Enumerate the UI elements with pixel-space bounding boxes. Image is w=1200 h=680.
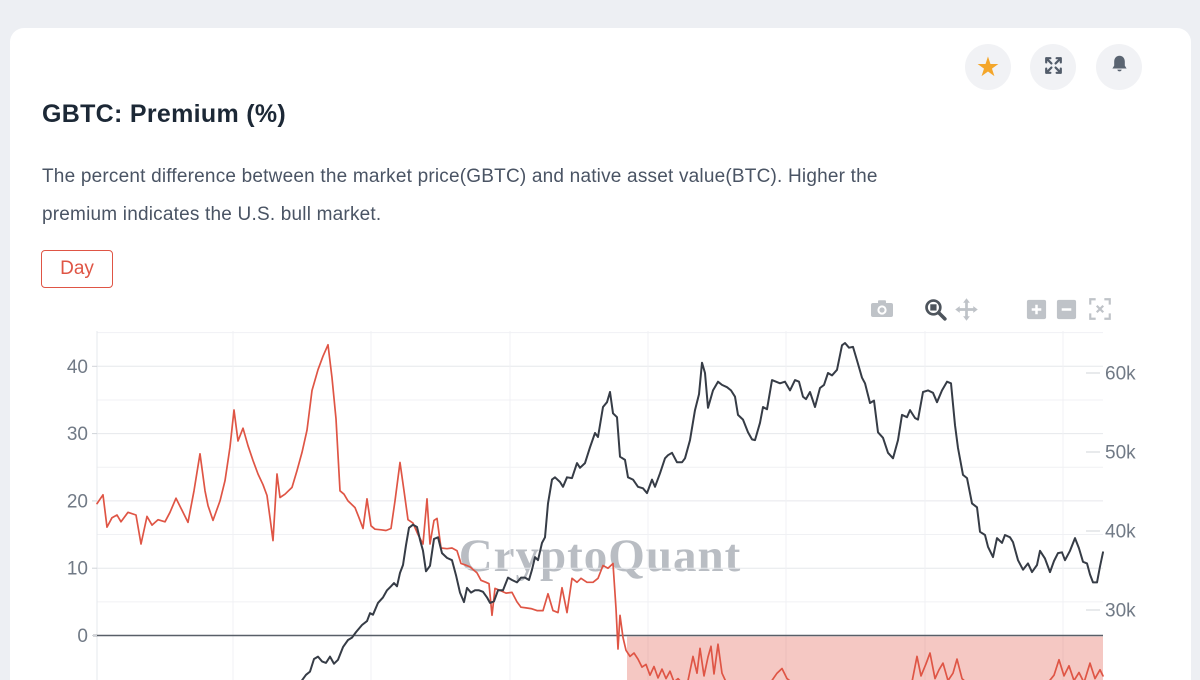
autoscale-icon: [1087, 296, 1113, 322]
expand-icon: [1041, 53, 1066, 81]
zoom-in-icon: [1025, 298, 1051, 321]
chart-description: The percent difference between the marke…: [42, 158, 878, 234]
notifications-button[interactable]: [1096, 44, 1142, 90]
right-axis-tick-label: 40k: [1105, 522, 1136, 543]
zoom-out-icon: [1055, 298, 1081, 321]
right-axis-tick-label: 60k: [1105, 364, 1136, 385]
chart-description-line2: premium indicates the U.S. bull market.: [42, 204, 382, 225]
bell-icon: [1107, 53, 1132, 81]
autoscale-button[interactable]: [1086, 295, 1114, 323]
favorite-button[interactable]: ★: [965, 44, 1011, 90]
camera-icon: [869, 297, 895, 321]
btc-price-line: [301, 342, 1104, 680]
left-axis-tick-label: 40: [67, 357, 88, 378]
day-interval-button[interactable]: Day: [41, 250, 113, 288]
left-axis-tick-label: 20: [67, 491, 88, 512]
left-axis-tick-label: 10: [67, 559, 88, 580]
star-icon: ★: [975, 51, 1001, 82]
chart-description-line1: The percent difference between the marke…: [42, 166, 878, 187]
zoom-in-button[interactable]: [1024, 295, 1052, 323]
fullscreen-button[interactable]: [1030, 44, 1076, 90]
page-title: GBTC: Premium (%): [42, 100, 287, 128]
negative-premium-region: [627, 636, 1103, 680]
right-axis-tick-label: 30k: [1105, 601, 1136, 622]
download-snapshot-button[interactable]: [868, 295, 896, 323]
premium-line: [96, 343, 1104, 680]
zoom-box-icon: [923, 297, 949, 322]
left-axis-tick-label: 30: [67, 424, 88, 445]
pan-icon: [953, 296, 979, 323]
right-axis-tick-label: 50k: [1105, 443, 1136, 464]
chart-modebar: [868, 295, 1114, 323]
zoom-out-button[interactable]: [1054, 295, 1082, 323]
pan-mode-button[interactable]: [952, 295, 980, 323]
zoom-mode-button[interactable]: [922, 295, 950, 323]
left-axis-tick-label: 0: [77, 626, 88, 647]
